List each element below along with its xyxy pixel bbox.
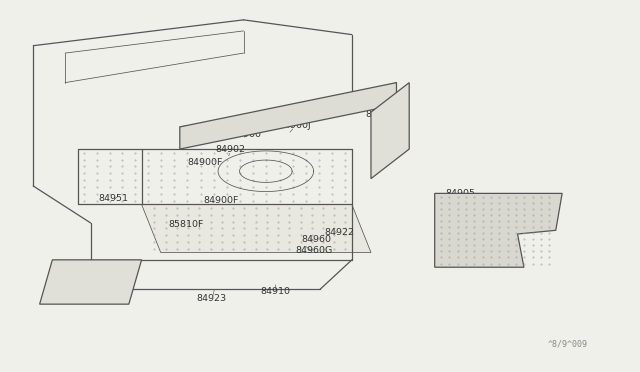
Text: 84910: 84910 [260,287,291,296]
Text: 84950: 84950 [299,108,328,117]
Text: ^8/9^009: ^8/9^009 [548,340,588,349]
Text: 84941: 84941 [50,266,80,275]
Text: 84922: 84922 [324,228,354,237]
Polygon shape [435,193,562,267]
Text: 84923: 84923 [196,294,227,303]
Text: 84960: 84960 [302,235,332,244]
Text: 84960G: 84960G [295,246,332,255]
Text: 85810F: 85810F [168,220,204,229]
Text: 84900J: 84900J [278,121,311,129]
Polygon shape [40,260,141,304]
Text: 84905: 84905 [445,189,475,198]
Polygon shape [371,83,409,179]
Text: 84900F: 84900F [188,157,223,167]
Polygon shape [180,83,396,149]
Text: 84940: 84940 [365,109,396,119]
Text: 84900: 84900 [232,130,262,139]
Text: 84900F: 84900F [204,196,239,205]
Polygon shape [141,205,371,253]
Text: 84951: 84951 [98,195,128,203]
Text: 84902: 84902 [216,145,246,154]
